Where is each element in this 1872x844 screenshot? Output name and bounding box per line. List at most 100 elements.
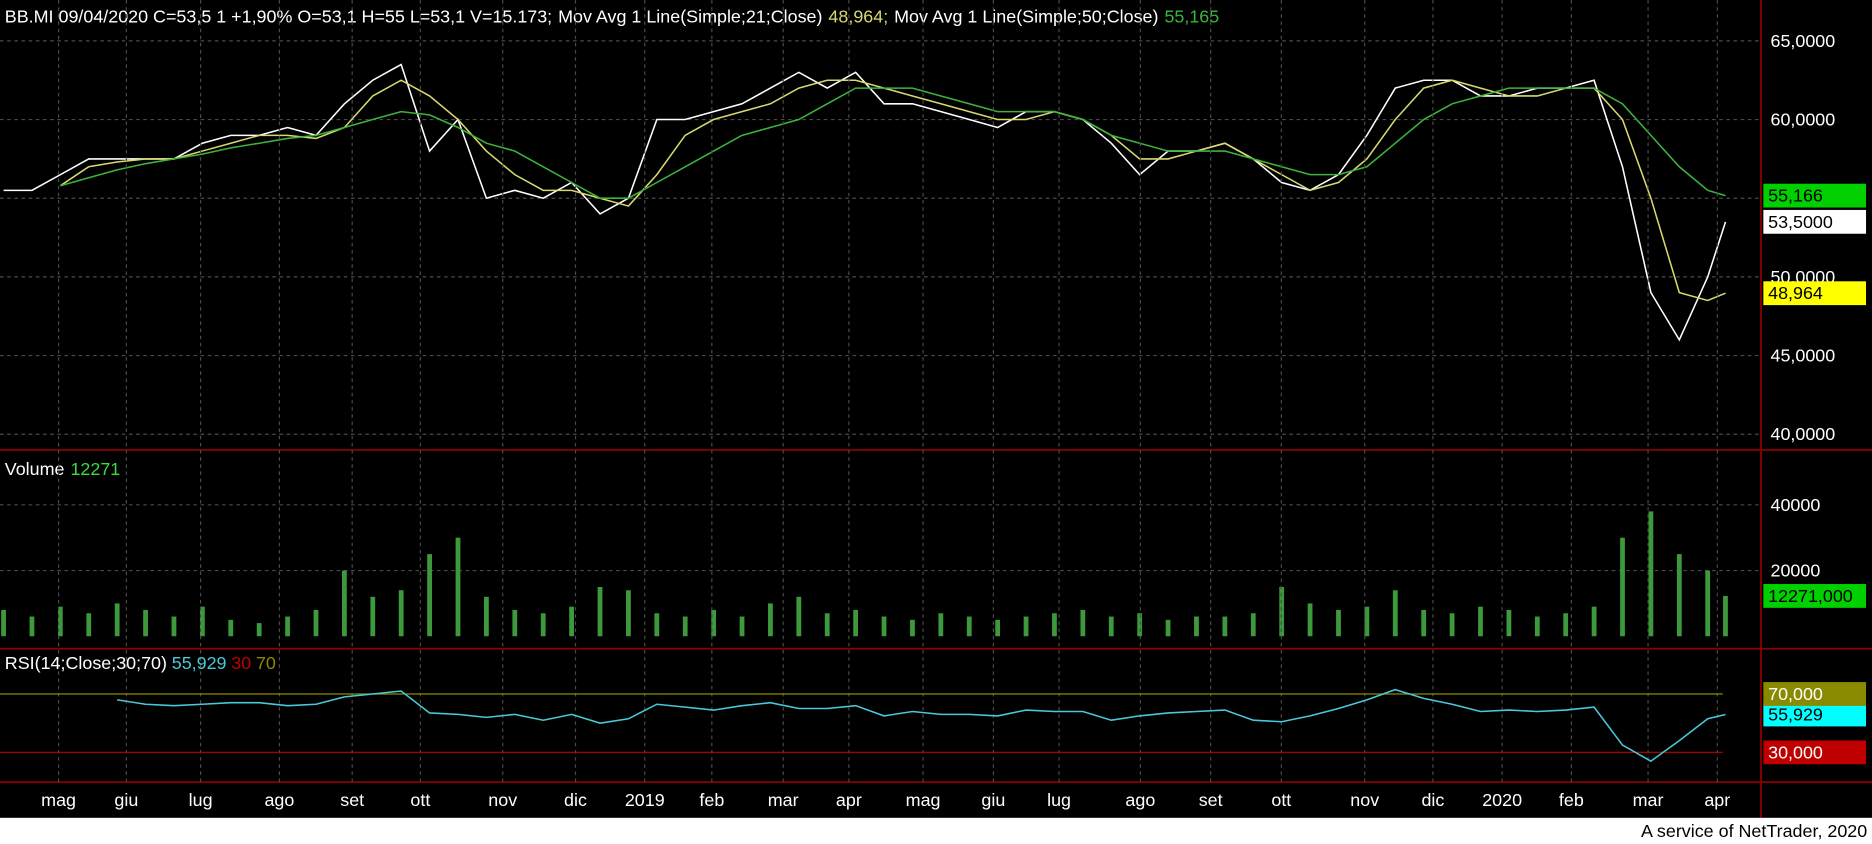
legend-text: Mov Avg 1 Line(Simple;50;Close)	[894, 7, 1158, 27]
x-tick-label: mag	[41, 790, 76, 810]
x-tick-label: lug	[189, 790, 213, 810]
volume-bar	[1, 609, 6, 637]
legend-text: Volume	[5, 459, 65, 479]
volume-bar	[938, 613, 944, 637]
legend-text: 12271	[70, 459, 120, 479]
volume-bar	[768, 603, 773, 637]
volume-bar	[1023, 616, 1029, 637]
x-tick-label: set	[1199, 790, 1223, 810]
legend: BB.MI 09/04/2020 C=53,5 1 +1,90% O=53,1 …	[5, 7, 1219, 27]
value-badge-label: 30,000	[1768, 742, 1823, 762]
volume-bar	[796, 596, 802, 637]
volume-bar	[1449, 613, 1455, 637]
y-tick-label: 65,0000	[1771, 31, 1836, 51]
volume-bar	[256, 623, 262, 637]
volume-bar	[824, 613, 830, 637]
volume-bar	[370, 596, 376, 637]
volume-bar	[1676, 554, 1682, 637]
volume-bar	[313, 609, 319, 637]
footer-band	[0, 817, 1872, 844]
y-tick-label: 20000	[1771, 561, 1821, 581]
volume-bar	[341, 570, 347, 637]
volume-bar	[1194, 616, 1199, 637]
x-tick-label: mag	[906, 790, 941, 810]
series-line	[60, 87, 1726, 199]
volume-bar	[739, 616, 745, 637]
volume-bar	[1222, 616, 1228, 637]
x-tick-label: giu	[981, 790, 1005, 810]
volume-bar	[1620, 537, 1625, 637]
x-tick-label: nov	[488, 790, 517, 810]
volume-bar	[626, 590, 631, 637]
volume-bar	[1279, 586, 1285, 637]
footer: A service of NetTrader, 2020	[1641, 821, 1867, 841]
value-badge-label: 55,929	[1768, 704, 1823, 724]
value-badge	[1763, 702, 1867, 727]
volume-bar	[57, 606, 63, 637]
volume-bar	[910, 619, 915, 637]
volume-bar	[1591, 606, 1597, 637]
volume-bar	[1165, 619, 1171, 637]
volume-bar	[86, 613, 92, 637]
x-tick-label: 2019	[625, 790, 665, 810]
y-tick-label: 40000	[1771, 495, 1821, 515]
volume-bar	[966, 616, 972, 637]
volume-bar	[1723, 595, 1728, 637]
y-tick-label: 40,0000	[1771, 424, 1836, 444]
volume-bar	[1250, 613, 1256, 637]
x-tick-label: ott	[410, 790, 430, 810]
legend-text: 30	[231, 653, 251, 673]
x-tick-label: mar	[768, 790, 799, 810]
x-tick-label: set	[340, 790, 364, 810]
volume-bar	[881, 616, 887, 637]
legend-text: 70	[256, 653, 276, 673]
x-tick-label: nov	[1350, 790, 1379, 810]
volume-bar	[1563, 613, 1569, 637]
legend: Volume 12271	[5, 459, 121, 479]
x-tick-label: lug	[1047, 790, 1071, 810]
x-tick-label: giu	[114, 790, 138, 810]
volume-bar	[540, 613, 546, 637]
series-line	[117, 688, 1726, 763]
x-tick-label: ago	[1125, 790, 1155, 810]
volume-bar	[1534, 616, 1540, 637]
volume-bar	[455, 537, 461, 637]
volume-bar	[1705, 570, 1711, 637]
volume-bar	[1137, 613, 1143, 637]
volume-bar	[1392, 590, 1398, 637]
legend: RSI(14;Close;30;70) 55,929 30 70	[5, 653, 276, 673]
legend-text: 55,165	[1164, 7, 1219, 27]
volume-bar	[199, 606, 205, 637]
value-badge	[1763, 682, 1867, 706]
legend-text: RSI(14;Close;30;70)	[5, 653, 167, 673]
value-badge	[1763, 209, 1867, 234]
volume-bar	[569, 606, 574, 637]
x-tick-label: mar	[1633, 790, 1664, 810]
volume-bar	[1364, 606, 1370, 637]
value-badge	[1763, 740, 1867, 765]
x-tick-label: feb	[699, 790, 724, 810]
value-badge-label: 55,166	[1768, 186, 1823, 206]
volume-bar	[427, 554, 432, 637]
volume-bar	[228, 619, 234, 637]
legend-text: BB.MI 09/04/2020 C=53,5 1 +1,90% O=53,1 …	[5, 7, 552, 27]
legend-text: Mov Avg 1 Line(Simple;21;Close)	[558, 7, 822, 27]
volume-bar	[1108, 616, 1114, 637]
value-badge-label: 53,5000	[1768, 212, 1833, 232]
x-tick-label: dic	[1421, 790, 1444, 810]
value-badge	[1763, 281, 1867, 306]
volume-bar	[1307, 603, 1313, 637]
volume-bar	[1336, 609, 1341, 637]
volume-bar	[1648, 511, 1654, 637]
x-tick-label: ott	[1271, 790, 1291, 810]
volume-bar	[1506, 609, 1512, 637]
value-badge-label: 70,000	[1768, 684, 1823, 704]
volume-bar	[654, 613, 660, 637]
x-tick-label: ago	[264, 790, 294, 810]
value-badge-label: 48,964	[1768, 283, 1823, 303]
legend-text: 48,964;	[828, 7, 888, 27]
x-tick-label: 2020	[1482, 790, 1522, 810]
